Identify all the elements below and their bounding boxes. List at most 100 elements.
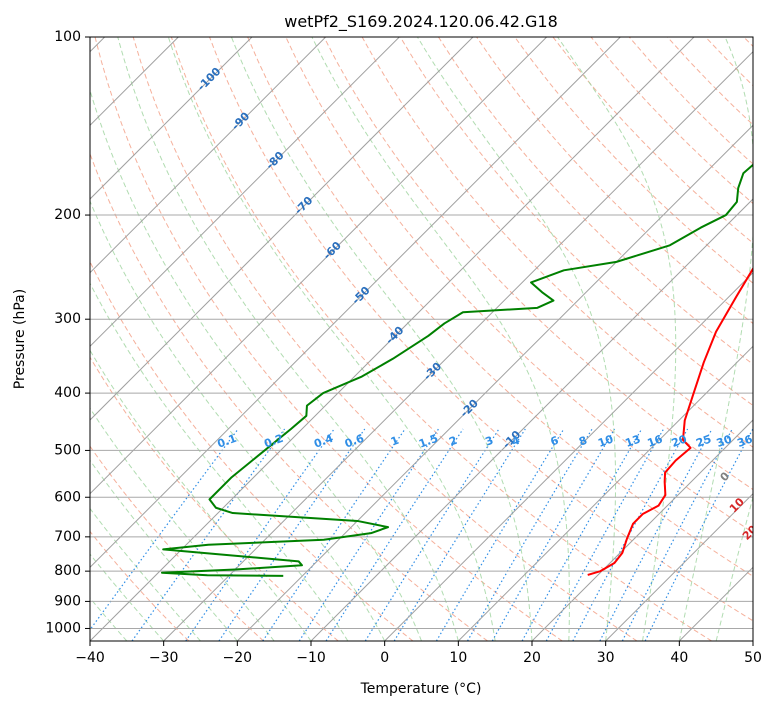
y-tick-label: 900 xyxy=(54,593,81,609)
y-tick-label: 400 xyxy=(54,385,81,401)
mixing-ratio-label: 1 xyxy=(389,434,401,449)
plot-frame xyxy=(89,36,754,642)
isotherm-line xyxy=(90,37,621,569)
mixing-ratio-label: 0.6 xyxy=(343,432,366,451)
dry-adiabat-line xyxy=(209,37,753,622)
mixing-ratio-line xyxy=(131,428,286,641)
dry-adiabat-line xyxy=(90,356,339,641)
y-tick-label: 1000 xyxy=(45,620,81,636)
mixing-ratio-label: 4 xyxy=(510,434,522,449)
mixing-ratio-label: 30 xyxy=(715,432,734,450)
mixing-ratio-line xyxy=(325,428,464,641)
mixing-ratio-label: 0.2 xyxy=(262,432,285,451)
dry-adiabat-line xyxy=(132,37,638,641)
x-tick-label: −40 xyxy=(75,650,105,666)
isotherm-line xyxy=(90,37,695,641)
moist-adiabat-line xyxy=(417,37,617,641)
isotherm-line xyxy=(90,37,253,200)
mixing-ratio-label: 20 xyxy=(670,432,689,450)
x-tick-label: 20 xyxy=(523,650,541,666)
x-tick-label: −30 xyxy=(149,650,179,666)
mixing-ratio-label: 25 xyxy=(694,432,713,449)
mixing-ratio-label: 8 xyxy=(577,434,589,449)
y-tick-label: 200 xyxy=(54,207,81,223)
x-tick-label: −10 xyxy=(296,650,326,666)
temperature-profile-line xyxy=(587,266,753,576)
y-tick-label: 800 xyxy=(54,563,81,579)
moist-adiabat-line xyxy=(90,459,238,641)
x-tick-label: 40 xyxy=(670,650,688,666)
moist-adiabat-line xyxy=(90,407,275,641)
mixing-ratio-label: 6 xyxy=(549,434,561,449)
y-tick-label: 100 xyxy=(54,29,81,45)
isotherm-line xyxy=(90,37,327,274)
mixing-ratio-line xyxy=(521,428,643,641)
x-tick-label: −20 xyxy=(223,650,253,666)
y-tick-label: 600 xyxy=(54,489,81,505)
isotherm-line xyxy=(457,345,753,641)
mixing-ratio-label: 0.4 xyxy=(312,432,335,451)
mixing-ratio-line xyxy=(644,428,753,641)
y-axis: 100 200 300 400 500 600 700 800 900 1000 xyxy=(45,29,90,636)
isotherm-line xyxy=(310,198,753,641)
moist-adiabat-line xyxy=(167,37,496,641)
mixing-ratio-line xyxy=(90,428,239,631)
chart-title: wetPf2_S169.2024.120.06.42.G18 xyxy=(284,12,558,32)
mixing-ratio-label: 3 xyxy=(483,434,495,449)
theta-e-label: 30 xyxy=(751,552,771,572)
moist-adiabat-line xyxy=(90,199,386,641)
moist-adiabat-line xyxy=(117,37,459,641)
mixing-ratio-line xyxy=(435,428,565,641)
y-tick-label: 700 xyxy=(54,529,81,545)
mixing-ratio-line xyxy=(599,428,713,641)
isotherm-line xyxy=(236,124,753,641)
isotherm-line xyxy=(531,419,753,641)
isotherm-line xyxy=(90,37,474,421)
isotherm-line xyxy=(163,50,753,641)
moist-adiabat-line xyxy=(678,37,753,641)
dry-adiabat-line xyxy=(90,152,488,641)
x-tick-label: 30 xyxy=(597,650,615,666)
x-tick-label: 0 xyxy=(380,650,389,666)
x-axis-label: Temperature (°C) xyxy=(360,681,482,697)
isotherm-line xyxy=(605,492,753,641)
moist-adiabat-line xyxy=(90,282,349,641)
mixing-ratio-line xyxy=(572,428,689,641)
plot-background xyxy=(90,37,753,641)
moist-adiabat-line xyxy=(715,495,753,641)
dry-adiabat-line xyxy=(170,37,712,641)
dry-adiabat-line xyxy=(323,37,753,491)
mixing-ratio-label: 13 xyxy=(624,432,643,449)
dry-adiabat-line xyxy=(514,37,753,284)
y-axis-label: Pressure (hPa) xyxy=(12,289,28,389)
x-tick-label: 10 xyxy=(449,650,467,666)
mixing-ratio-line xyxy=(298,428,439,641)
dewpoint-profile-line xyxy=(160,163,753,577)
dry-adiabat-line xyxy=(94,37,563,641)
moist-adiabat-line xyxy=(311,37,570,641)
mixing-ratio-label: 1.5 xyxy=(417,432,440,451)
mixing-ratio-label: 10 xyxy=(596,432,615,450)
dry-adiabat-line xyxy=(438,37,753,365)
dry-adiabat-line xyxy=(90,530,190,641)
mixing-ratio-label: 16 xyxy=(646,432,665,450)
y-tick-label: 300 xyxy=(54,311,81,327)
isotherm-line xyxy=(90,37,548,495)
isotherm-line xyxy=(90,37,400,348)
mixing-ratio-label: 2 xyxy=(447,434,459,449)
mixing-ratio-line xyxy=(491,428,616,641)
x-axis: −40 −30 −20 −10 0 10 20 30 40 50 xyxy=(75,641,762,666)
dry-adiabat-line xyxy=(247,37,753,577)
mixing-ratio-line xyxy=(466,428,593,641)
x-tick-label: 50 xyxy=(744,650,762,666)
moist-adiabat-line xyxy=(230,37,533,641)
y-tick-label: 500 xyxy=(54,442,81,458)
isotherm-line xyxy=(384,271,753,641)
dry-adiabat-line xyxy=(399,37,753,407)
mixing-ratio-line xyxy=(621,428,733,641)
mixing-ratio-label: 36 xyxy=(735,432,754,450)
series-group xyxy=(160,163,753,577)
mixing-ratio-line xyxy=(545,428,665,641)
